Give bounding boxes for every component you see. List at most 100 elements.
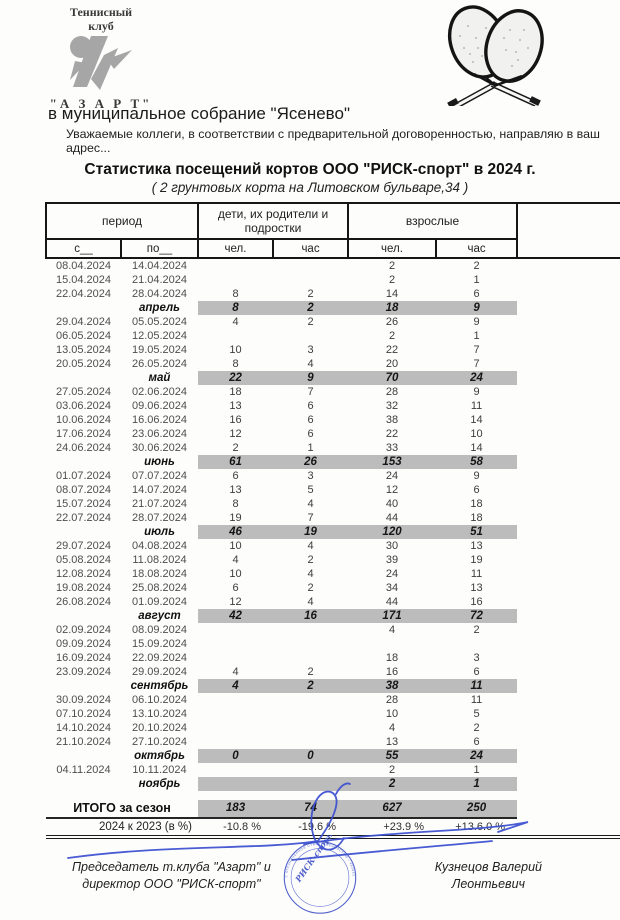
- period-date: 07.07.2024: [131, 470, 188, 482]
- period-date: 30.09.2024: [55, 694, 112, 706]
- month-value: 171: [348, 609, 437, 623]
- month-value: 26: [273, 455, 349, 469]
- period-date: 29.09.2024: [131, 666, 188, 678]
- line-extension: [517, 818, 620, 839]
- month-value: 46: [198, 525, 273, 539]
- visit-value: 22: [385, 428, 399, 440]
- period-date: 16.06.2024: [131, 414, 188, 426]
- period-date: 05.05.2024: [131, 316, 188, 328]
- line-extension: [517, 679, 620, 693]
- visit-value: 44: [385, 596, 399, 608]
- header-line-extension: [517, 239, 620, 259]
- month-value: [46, 749, 121, 763]
- visit-value: 39: [385, 554, 399, 566]
- visit-value: 11: [470, 568, 483, 580]
- period-date: 04.08.2024: [131, 540, 188, 552]
- month-label: апрель: [139, 302, 180, 314]
- visit-value: [198, 763, 273, 777]
- period-date: 13.05.2024: [55, 344, 112, 356]
- stats-table: период дети, их родители и подростки взр…: [45, 202, 620, 839]
- month-value: 16: [273, 609, 349, 623]
- visit-value: 19: [470, 554, 483, 566]
- col-group-adults: взрослые: [347, 202, 519, 240]
- line-extension: [517, 637, 620, 651]
- club-word-2: клуб: [88, 18, 114, 33]
- visit-value: 2: [307, 316, 314, 328]
- line-extension: [517, 343, 620, 357]
- visit-value: [273, 763, 348, 777]
- period-date: 01.09.2024: [131, 596, 188, 608]
- period-date: 24.06.2024: [55, 442, 112, 454]
- line-extension: [517, 581, 620, 595]
- visit-value: 14: [470, 442, 483, 454]
- month-summary-row: сентябрь 4 2 38 11: [46, 679, 620, 693]
- visit-value: 40: [385, 498, 399, 510]
- visit-value: 11: [470, 694, 483, 706]
- month-value: 24: [436, 371, 518, 385]
- line-extension: [517, 749, 620, 763]
- club-logo-icon: [70, 35, 132, 90]
- visit-value: 6: [307, 400, 314, 412]
- period-date: 02.09.2024: [55, 624, 112, 636]
- table-row: 09.09.2024 15.09.2024: [46, 637, 620, 651]
- visit-value: [198, 721, 273, 735]
- header-line-extension: [517, 202, 620, 239]
- month-value: 38: [348, 679, 437, 693]
- month-value: [46, 679, 121, 693]
- month-value: 61: [198, 455, 273, 469]
- visit-value: 6: [473, 736, 480, 748]
- month-value: 2: [273, 301, 349, 315]
- signature-right-line2: Леонтьевич: [451, 876, 525, 891]
- address-line: в муниципальное собрание "Ясенево": [48, 104, 350, 123]
- month-label: ноябрь: [138, 778, 181, 790]
- period-date: 27.05.2024: [55, 386, 112, 398]
- visit-value: 3: [307, 470, 314, 482]
- period-date: 07.10.2024: [55, 708, 112, 720]
- period-date: 25.08.2024: [131, 582, 188, 594]
- visit-value: 7: [473, 358, 480, 370]
- visit-value: 4: [307, 568, 314, 580]
- visit-value: [198, 258, 273, 273]
- visit-value: [273, 273, 348, 287]
- line-extension: [517, 511, 620, 525]
- visit-value: 4: [232, 554, 239, 566]
- visit-value: 34: [385, 582, 399, 594]
- visit-value: 6: [232, 470, 239, 482]
- period-date: 21.07.2024: [131, 498, 188, 510]
- period-date: 09.09.2024: [55, 638, 112, 650]
- table-row: 06.05.2024 12.05.2024 2 1: [46, 329, 620, 343]
- table-row: 22.07.2024 28.07.2024 19 7 44 18: [46, 511, 620, 525]
- period-date: 06.05.2024: [55, 330, 112, 342]
- table-row: 16.09.2024 22.09.2024 18 3: [46, 651, 620, 665]
- month-value: 0: [273, 749, 349, 763]
- visit-value: 2: [473, 624, 480, 636]
- visit-value: 7: [307, 386, 314, 398]
- month-value: 9: [273, 371, 349, 385]
- visit-value: 24: [385, 568, 399, 580]
- visit-value: 2: [307, 554, 314, 566]
- month-value: [46, 455, 121, 469]
- club-word-1: Теннисный: [69, 5, 133, 19]
- visit-value: 16: [385, 666, 399, 678]
- visit-value: 6: [473, 666, 480, 678]
- visit-value: 2: [473, 722, 480, 734]
- month-value: [46, 777, 121, 791]
- month-value: 9: [436, 301, 518, 315]
- month-value: 4: [198, 679, 273, 693]
- period-date: 28.07.2024: [131, 512, 188, 524]
- period-date: 09.06.2024: [131, 400, 188, 412]
- visit-value: [273, 651, 348, 665]
- visit-value: 5: [473, 708, 480, 720]
- line-extension: [517, 525, 620, 539]
- club-name: "А З А Р Т": [49, 95, 153, 111]
- period-date: 10.11.2024: [132, 764, 187, 776]
- month-value: 70: [348, 371, 437, 385]
- visit-value: 1: [307, 442, 314, 454]
- visit-value: 2: [388, 330, 396, 342]
- month-value: 11: [436, 679, 518, 693]
- club-logo: Теннисный клуб "А З А Р Т": [42, 5, 160, 112]
- visit-value: 4: [388, 624, 396, 636]
- line-extension: [517, 595, 620, 609]
- month-value: [46, 525, 121, 539]
- visit-value: 2: [388, 274, 396, 286]
